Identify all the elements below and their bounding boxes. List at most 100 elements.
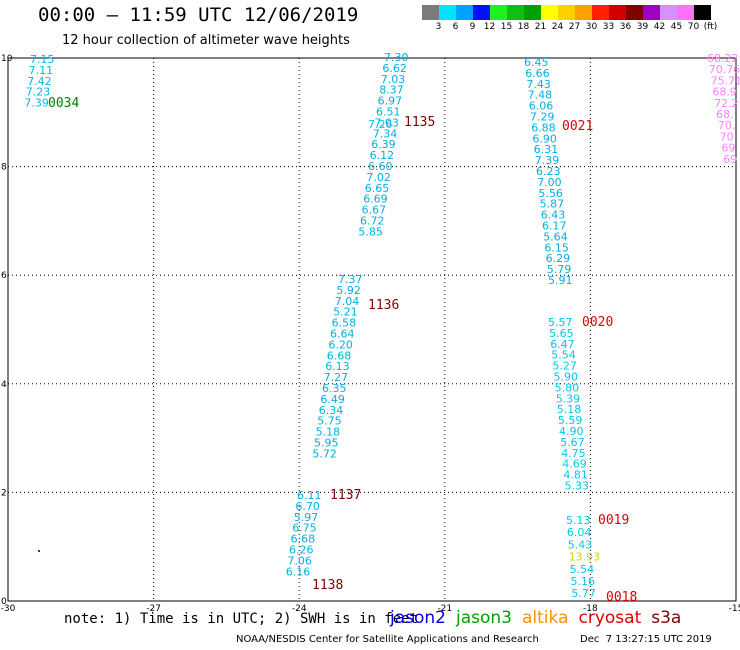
lat-tick-label: 4: [1, 380, 7, 390]
swh-value: 5.85: [358, 225, 383, 238]
swh-value: 69: [723, 153, 737, 166]
swh-value: 5.13: [566, 514, 591, 527]
swh-value: 6.23: [536, 165, 561, 178]
footnote: note: 1) Time is in UTC; 2) SWH is in fe…: [64, 611, 419, 627]
scale-swatch: [626, 5, 643, 20]
swh-value: 6.68: [291, 533, 316, 546]
scale-label: 12: [483, 22, 496, 32]
swh-value: 5.67: [560, 436, 585, 449]
swh-value: 7.03: [381, 73, 406, 86]
pass-time-label: 0018: [606, 590, 637, 605]
pass-time-label: 1138: [312, 578, 343, 593]
swh-value: 5.56: [538, 187, 563, 200]
swh-value: 6.60: [368, 160, 393, 173]
scale-label: (ft): [703, 22, 718, 32]
scale-swatch: [541, 5, 558, 20]
swh-value: 5.57: [548, 316, 573, 329]
scale-swatch: [490, 5, 507, 20]
swh-value: 6.16: [286, 565, 311, 578]
generated-timestamp: Dec 7 13:27:15 UTC 2019: [580, 634, 712, 645]
scale-label: 6: [452, 22, 459, 32]
swh-value: 72.2: [714, 97, 739, 110]
swh-value: 6.66: [525, 67, 550, 80]
swh-value: 7.23: [26, 86, 51, 99]
swh-value: 5.27: [552, 360, 577, 373]
swh-value: 6.47: [550, 338, 575, 351]
swh-value: 5.64: [543, 230, 568, 243]
swh-value: 6.11: [297, 489, 322, 502]
swh-value: 75.71: [711, 74, 740, 87]
swh-value: 6.12: [370, 149, 395, 162]
satellite-cryosat: cryosat: [578, 608, 642, 628]
scale-swatch: [558, 5, 575, 20]
scale-swatch: [473, 5, 490, 20]
swh-value: 7.27: [324, 371, 349, 384]
satellite-jason2: jason2: [390, 608, 446, 628]
lat-tick-label: 0: [1, 597, 7, 607]
scale-swatch: [694, 5, 711, 20]
scale-label: 33: [602, 22, 615, 32]
swh-value: 6.31: [534, 143, 559, 156]
swh-value: 5.39: [556, 392, 581, 405]
swh-value: 7.43: [526, 78, 551, 91]
satellite-altika: altika: [522, 608, 569, 628]
swh-value: 6.51: [376, 106, 401, 119]
scale-swatch: [507, 5, 524, 20]
lat-tick-label: 8: [1, 163, 7, 173]
scale-label: 3: [435, 22, 442, 32]
swh-value: 6.29: [546, 252, 571, 265]
swh-value: 7.00: [537, 176, 562, 189]
swh-value: 5.95: [314, 437, 339, 450]
swh-value: 7.37: [338, 273, 363, 286]
swh-value: 70: [720, 130, 734, 143]
swh-value: 7.30: [384, 51, 409, 64]
lon-tick-label: -27: [146, 604, 161, 614]
swh-value: 5.77: [571, 587, 596, 600]
swh-value: 5.80: [555, 381, 580, 394]
swh-value: 6.72: [360, 215, 385, 228]
swh-value: 5.65: [549, 327, 574, 340]
swh-value: 5.54: [570, 563, 595, 576]
swh-value: 6.58: [332, 317, 357, 330]
lon-tick-label: -24: [292, 604, 307, 614]
lon-tick-label: -15: [729, 604, 740, 614]
scale-swatch: [660, 5, 677, 20]
swh-value: 6.88: [531, 121, 556, 134]
swh-value: 5.54: [551, 349, 576, 362]
chart-title: 00:00 — 11:59 UTC 12/06/2019: [38, 4, 359, 26]
satellite-s3a: s3a: [651, 608, 682, 628]
swh-value: 6.13: [325, 360, 350, 373]
swh-value: 7.02: [366, 171, 391, 184]
scale-label: 24: [551, 22, 564, 32]
swh-value: 6.34: [319, 404, 344, 417]
swh-value: 6.17: [542, 220, 567, 233]
swh-value: 6.49: [320, 393, 345, 406]
swh-value: 5.16: [571, 575, 596, 588]
pass-time-label: 1137: [330, 488, 361, 503]
swh-value: 6.35: [322, 382, 347, 395]
swh-value: 4.75: [561, 447, 586, 460]
swh-value: 7.34: [373, 127, 398, 140]
swh-value: 6.62: [382, 62, 407, 75]
swh-value: 7.04: [335, 295, 360, 308]
swh-value: 68.22: [707, 52, 739, 65]
swh-value: 69: [721, 142, 735, 155]
swh-value: 6.68: [327, 349, 352, 362]
swh-value: 5.90: [554, 371, 579, 384]
swh-value: 5.97: [294, 511, 319, 524]
swh-value: 6.69: [363, 193, 388, 206]
swh-value: 7.42: [27, 75, 52, 88]
scale-swatch: [422, 5, 439, 20]
lon-tick-label: -21: [437, 604, 452, 614]
swh-value: 5.33: [565, 480, 590, 493]
scale-label: 9: [469, 22, 476, 32]
scale-label: 42: [653, 22, 666, 32]
chart-subtitle: 12 hour collection of altimeter wave hei…: [62, 33, 350, 48]
swh-value: 5.43: [568, 538, 593, 551]
swh-value: 4.90: [559, 425, 584, 438]
scale-swatch: [575, 5, 592, 20]
scale-swatch: [592, 5, 609, 20]
swh-value: 7.39: [24, 97, 49, 110]
scale-swatch: [609, 5, 626, 20]
